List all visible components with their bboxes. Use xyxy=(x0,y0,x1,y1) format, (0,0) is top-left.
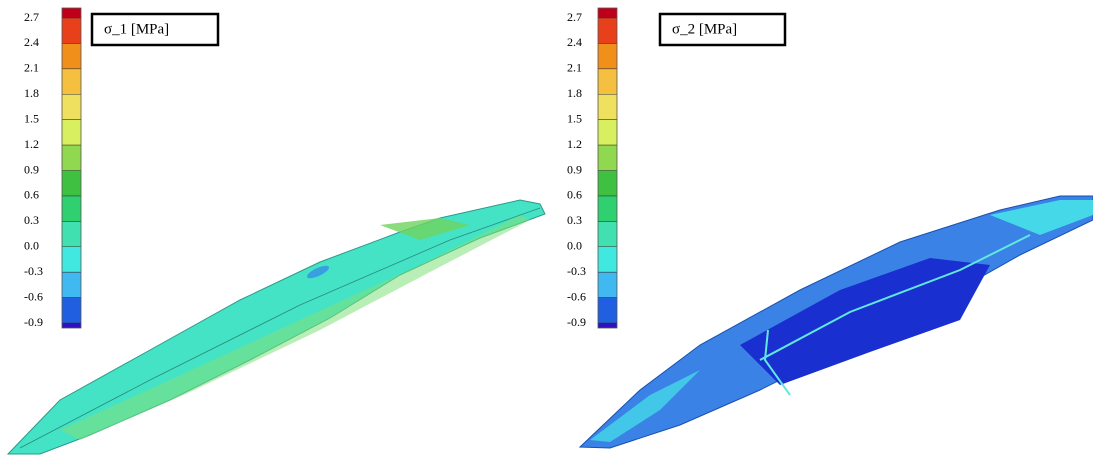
colorbar-label: 1.8 xyxy=(24,86,39,100)
stress-model-right xyxy=(580,196,1093,448)
colorbar-label: -0.3 xyxy=(24,264,43,278)
colorbar-band xyxy=(62,145,81,170)
colorbar-label: 2.4 xyxy=(567,35,582,49)
colorbar-label: 2.4 xyxy=(24,35,39,49)
colorbar-label: 0.6 xyxy=(24,188,39,202)
colorbar-band xyxy=(598,145,617,170)
colorbar-label: 1.5 xyxy=(24,111,39,125)
colorbar-band xyxy=(62,221,81,246)
colorbar-label: 0.6 xyxy=(567,188,582,202)
colorbar-band xyxy=(62,298,81,323)
colorbar-band xyxy=(598,272,617,297)
colorbar-band xyxy=(62,43,81,68)
colorbar-label: -0.6 xyxy=(567,289,586,303)
colorbar-band xyxy=(598,323,617,328)
colorbar-label: 0.0 xyxy=(24,239,39,253)
colorbar-band xyxy=(62,171,81,196)
colorbar-band xyxy=(598,221,617,246)
stress-model-left xyxy=(8,200,545,454)
colorbar-label: 0.9 xyxy=(567,162,582,176)
colorbar-label: 2.1 xyxy=(567,61,582,75)
colorbar-label: 2.7 xyxy=(24,10,39,24)
colorbar-label: -0.3 xyxy=(567,264,586,278)
colorbar-band xyxy=(62,69,81,94)
colorbar-label: -0.6 xyxy=(24,289,43,303)
figure: 2.7 2.4 2.1 1.8 1.5 1.2 0.9 0.6 0.3 0.0 -0.3 -0.6 -0… xyxy=(0,0,1093,456)
colorbar-label: 1.2 xyxy=(24,137,39,151)
colorbar-band xyxy=(598,69,617,94)
colorbar-band xyxy=(62,196,81,221)
colorbar-label: -0.9 xyxy=(24,315,43,329)
panel-title: σ_1 [MPa] xyxy=(104,21,169,37)
colorbar-label: 1.8 xyxy=(567,86,582,100)
colorbar-label: 0.0 xyxy=(567,239,582,253)
colorbar-band xyxy=(598,18,617,43)
colorbar-band xyxy=(598,171,617,196)
colorbar-band xyxy=(62,18,81,43)
colorbar-band xyxy=(62,120,81,145)
colorbar-band xyxy=(598,94,617,119)
colorbar-label: 0.3 xyxy=(567,213,582,227)
colorbar-label: 2.7 xyxy=(567,10,582,24)
colorbar-band xyxy=(598,298,617,323)
colorbar-band xyxy=(62,323,81,328)
colorbar-label: 2.1 xyxy=(24,61,39,75)
colorbar-band xyxy=(598,247,617,272)
colorbar-band xyxy=(62,272,81,297)
colorbar-label: 1.5 xyxy=(567,111,582,125)
colorbar-band xyxy=(62,247,81,272)
colorbar-band xyxy=(598,120,617,145)
colorbar-band xyxy=(62,94,81,119)
colorbar-band xyxy=(598,8,617,18)
colorbar-label: 0.3 xyxy=(24,213,39,227)
colorbar-band xyxy=(62,8,81,18)
colorbar-band xyxy=(598,43,617,68)
colorbar-label: -0.9 xyxy=(567,315,586,329)
colorbar-label: 1.2 xyxy=(567,137,582,151)
colorbar-label: 0.9 xyxy=(24,162,39,176)
panel-title: σ_2 [MPa] xyxy=(672,21,737,37)
colorbar-band xyxy=(598,196,617,221)
